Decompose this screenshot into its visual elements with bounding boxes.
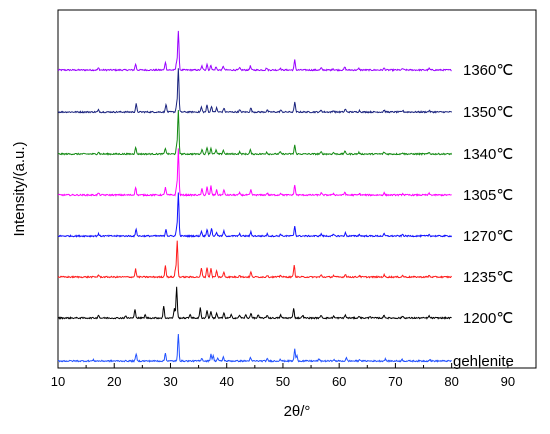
series-label-2: 1350℃ — [463, 104, 513, 121]
series-label-5: 1270℃ — [463, 228, 513, 245]
series-labels: 1360℃ 1350℃ 1340℃ 1305℃ 1270℃ 1235℃ 1200℃ gehle… — [453, 62, 514, 370]
plot-frame — [57, 9, 537, 369]
series-label-7: 1200℃ — [463, 310, 513, 327]
series-line-8 — [57, 334, 452, 363]
series-line-3 — [57, 109, 453, 156]
x-tick-label: 30 — [163, 374, 177, 389]
y-axis-label: Intensity/(a.u.) — [11, 141, 28, 236]
series-line-7 — [57, 286, 452, 320]
series-line-5 — [57, 192, 453, 238]
x-tick-label: 60 — [332, 374, 346, 389]
series-line-2 — [57, 68, 453, 114]
x-axis: 10 20 30 40 50 60 70 80 90 — [51, 363, 515, 389]
x-tick-label: 50 — [276, 374, 290, 389]
x-tick-label: 70 — [388, 374, 402, 389]
x-tick-label: 20 — [107, 374, 121, 389]
series-line-4 — [57, 148, 452, 197]
x-tick-label: 90 — [501, 374, 515, 389]
series-label-8: gehlenite — [453, 353, 514, 370]
x-axis-label: 2θ/° — [284, 403, 311, 420]
series-label-4: 1305℃ — [463, 187, 513, 204]
series-label-3: 1340℃ — [463, 146, 513, 163]
x-tick-label: 40 — [219, 374, 233, 389]
series-group — [57, 30, 453, 363]
series-label-6: 1235℃ — [463, 269, 513, 286]
x-tick-label: 10 — [51, 374, 65, 389]
x-tick-label: 80 — [444, 374, 458, 389]
series-line-1 — [57, 30, 452, 72]
series-line-6 — [57, 240, 452, 279]
series-label-1: 1360℃ — [463, 62, 513, 79]
